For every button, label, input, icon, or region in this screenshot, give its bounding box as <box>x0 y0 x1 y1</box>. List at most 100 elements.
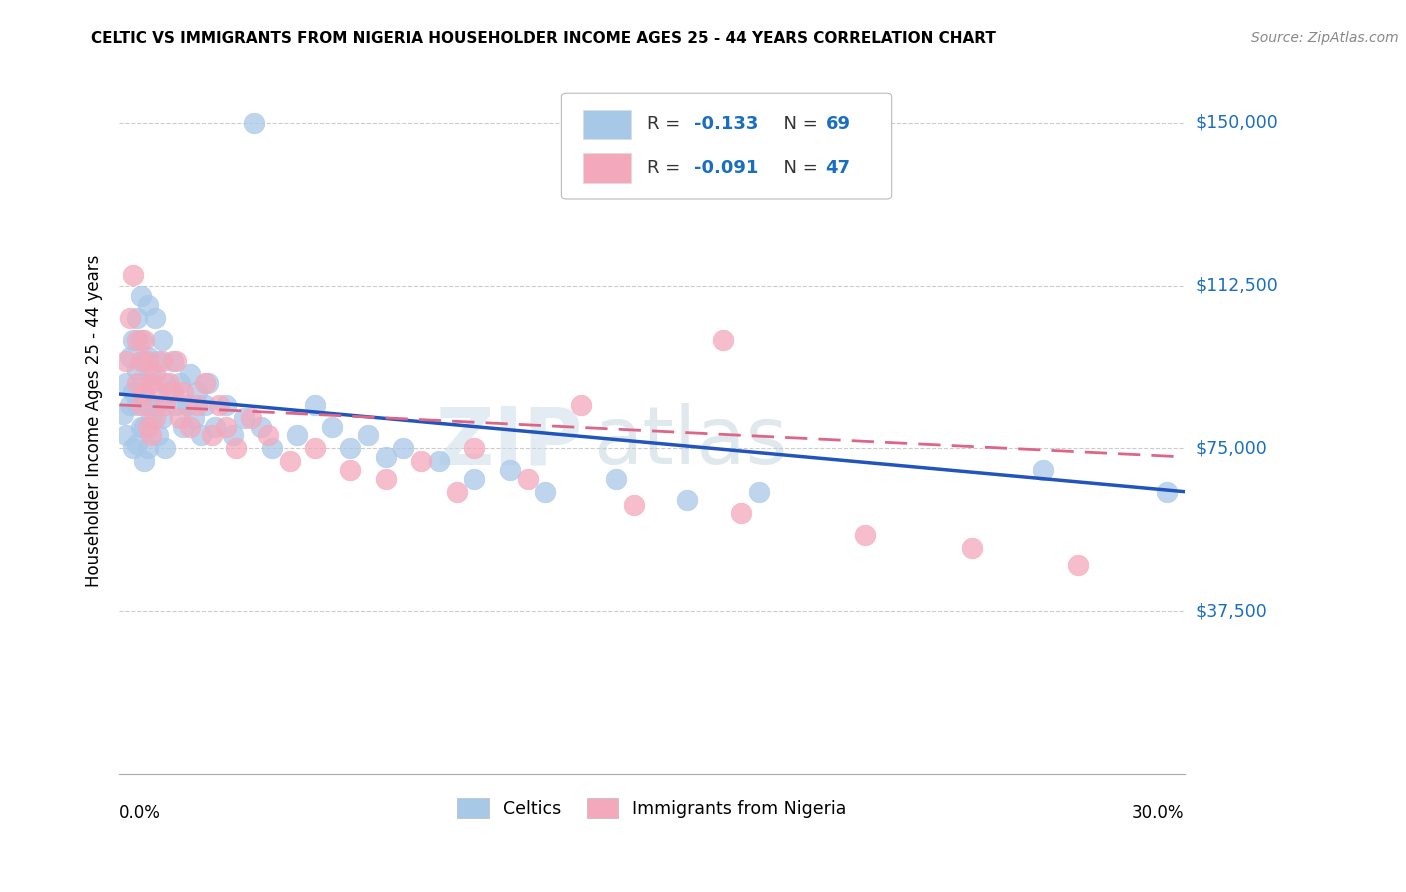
Point <box>118 350 141 364</box>
Point <box>201 428 224 442</box>
Text: 69: 69 <box>825 115 851 134</box>
Point <box>125 376 148 391</box>
Point <box>711 333 734 347</box>
Point <box>169 376 191 391</box>
Point <box>118 311 141 326</box>
Point <box>179 368 201 382</box>
Text: atlas: atlas <box>593 403 787 482</box>
Point <box>623 498 645 512</box>
Point <box>143 311 166 326</box>
Point <box>250 419 273 434</box>
Point <box>134 454 156 468</box>
Point <box>1067 558 1090 573</box>
Text: Source: ZipAtlas.com: Source: ZipAtlas.com <box>1251 31 1399 45</box>
Point <box>730 507 752 521</box>
Point <box>339 442 361 456</box>
Point <box>463 472 485 486</box>
Point <box>134 419 156 434</box>
Point <box>143 398 166 412</box>
Point <box>136 298 159 312</box>
Point <box>321 419 343 434</box>
Legend: Celtics, Immigrants from Nigeria: Celtics, Immigrants from Nigeria <box>450 791 853 825</box>
Point <box>516 472 538 486</box>
Point <box>150 333 173 347</box>
Point <box>222 428 245 442</box>
Point <box>172 419 194 434</box>
Text: 47: 47 <box>825 159 851 177</box>
Point <box>169 410 191 425</box>
Text: CELTIC VS IMMIGRANTS FROM NIGERIA HOUSEHOLDER INCOME AGES 25 - 44 YEARS CORRELAT: CELTIC VS IMMIGRANTS FROM NIGERIA HOUSEH… <box>91 31 997 46</box>
Point <box>186 384 208 399</box>
Point <box>148 384 170 399</box>
Point <box>463 442 485 456</box>
Point <box>157 376 180 391</box>
Point <box>122 384 145 399</box>
Point <box>676 493 699 508</box>
Point <box>179 419 201 434</box>
Point <box>1032 463 1054 477</box>
Point <box>129 419 152 434</box>
Point <box>208 398 231 412</box>
Point <box>129 333 152 347</box>
Text: N =: N = <box>772 115 824 134</box>
Point <box>155 442 177 456</box>
Text: R =: R = <box>647 115 686 134</box>
Point <box>499 463 522 477</box>
Point <box>134 354 156 368</box>
Point <box>374 472 396 486</box>
Point <box>215 419 238 434</box>
Point <box>257 428 280 442</box>
Point <box>134 384 156 399</box>
Point <box>134 384 156 399</box>
Text: $75,000: $75,000 <box>1195 439 1268 458</box>
Point <box>243 116 266 130</box>
Point <box>165 398 187 412</box>
Point <box>136 354 159 368</box>
Point <box>339 463 361 477</box>
Text: 30.0%: 30.0% <box>1132 805 1185 822</box>
Point <box>427 454 450 468</box>
Point <box>1156 484 1178 499</box>
Point <box>125 363 148 377</box>
Point <box>853 528 876 542</box>
FancyBboxPatch shape <box>582 153 631 183</box>
Point <box>136 419 159 434</box>
Text: R =: R = <box>647 159 686 177</box>
Point <box>157 384 180 399</box>
Point <box>374 450 396 464</box>
Point <box>150 354 173 368</box>
Text: -0.091: -0.091 <box>693 159 758 177</box>
Point <box>129 289 152 303</box>
Point <box>136 442 159 456</box>
Text: -0.133: -0.133 <box>693 115 758 134</box>
Point <box>186 398 208 412</box>
Point <box>165 354 187 368</box>
Point <box>143 410 166 425</box>
Point <box>136 350 159 364</box>
Point <box>141 368 163 382</box>
Point <box>215 398 238 412</box>
Point <box>183 410 205 425</box>
Point <box>136 398 159 412</box>
Point <box>278 454 301 468</box>
Point <box>118 398 141 412</box>
Text: $37,500: $37,500 <box>1195 602 1268 620</box>
Point <box>141 428 163 442</box>
Point <box>155 398 177 412</box>
Point <box>285 428 308 442</box>
Point <box>569 398 592 412</box>
Y-axis label: Householder Income Ages 25 - 44 years: Householder Income Ages 25 - 44 years <box>86 255 103 587</box>
Point <box>239 410 262 425</box>
Point <box>111 407 134 421</box>
Point <box>122 442 145 456</box>
Point <box>304 442 326 456</box>
Point <box>411 454 433 468</box>
Point <box>232 410 254 425</box>
Point <box>150 410 173 425</box>
Point <box>143 368 166 382</box>
Point <box>122 333 145 347</box>
Text: $150,000: $150,000 <box>1195 114 1278 132</box>
Point <box>176 398 198 412</box>
FancyBboxPatch shape <box>582 110 631 139</box>
Point <box>172 384 194 399</box>
